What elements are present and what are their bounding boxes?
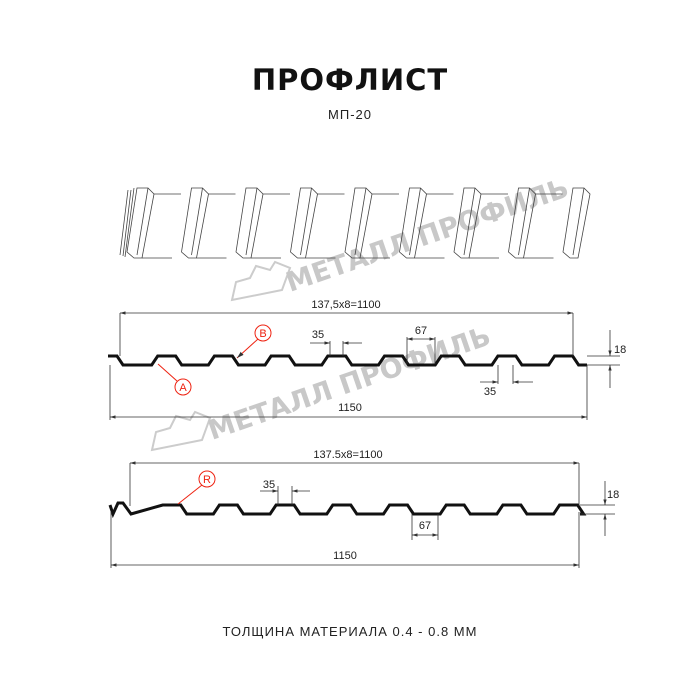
sheet-rib — [414, 193, 454, 259]
sheet-rib — [251, 193, 290, 259]
page-subtitle: МП-20 — [328, 107, 372, 122]
sheet-rib — [523, 193, 563, 259]
top-rib-label: 35 — [263, 479, 275, 491]
watermark-text: МЕТАЛЛ ПРОФИЛЬ — [204, 321, 495, 447]
sheet-rib — [562, 187, 591, 259]
trough-label: 67 — [419, 520, 431, 532]
sheet-rib — [181, 187, 209, 259]
sheet-rib — [469, 193, 508, 259]
width-label: 1150 — [333, 550, 357, 562]
profile-a-line — [108, 354, 587, 367]
marker-r — [198, 470, 216, 488]
bottom-rib-label: 35 — [484, 386, 496, 398]
material-thickness-note: ТОЛЩИНА МАТЕРИАЛА 0.4 - 0.8 ММ — [223, 624, 478, 639]
sheet-rib — [305, 193, 345, 259]
top-rib-label: 35 — [312, 329, 324, 341]
marker-a — [174, 378, 192, 396]
pitch-label: 137.5x8=1100 — [313, 449, 382, 461]
marker-b — [254, 324, 272, 342]
sheet-rib — [360, 193, 399, 259]
marker-a-label: A — [179, 382, 187, 394]
sheet-rib — [235, 187, 264, 259]
profile-r: 137.5x8=1100 1150 35 67 18 R — [108, 449, 619, 568]
sheet-rib — [119, 187, 135, 258]
trough-label: 67 — [415, 325, 427, 337]
height-label: 18 — [607, 489, 619, 501]
profile-a: 137,5x8=1100 1150 35 67 35 18 B A — [108, 299, 626, 420]
width-label: 1150 — [338, 402, 362, 414]
sheet-rib — [196, 193, 236, 259]
sheet-rib — [142, 193, 181, 259]
height-label: 18 — [614, 344, 626, 356]
pitch-label: 137,5x8=1100 — [311, 299, 380, 311]
marker-r-label: R — [203, 474, 211, 486]
page-title: ПРОФЛИСТ — [252, 63, 448, 97]
marker-b-label: B — [259, 328, 266, 340]
profile-r-line — [108, 501, 587, 519]
sheet-rib — [290, 187, 318, 259]
sheet-rib — [126, 187, 155, 259]
sheet-3d-view — [119, 187, 591, 259]
